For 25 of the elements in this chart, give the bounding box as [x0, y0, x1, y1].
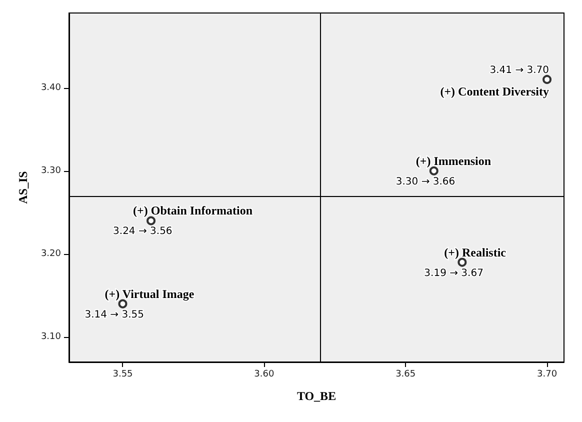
- point: [429, 166, 438, 176]
- annotation: 3.19 → 3.67: [424, 268, 484, 279]
- annotation: (+) Obtain Information: [133, 204, 253, 218]
- x-tick-label: 3.65: [396, 370, 416, 380]
- y-tick-label: 3.40: [40, 82, 62, 93]
- point: [542, 74, 552, 84]
- annotation: (+) Realistic: [444, 245, 507, 260]
- point: [118, 299, 128, 308]
- annotation: (+) Virtual Image: [104, 286, 195, 301]
- point: [458, 258, 467, 267]
- y-axis-title: AS_IS: [16, 170, 30, 204]
- y-tick-label: 3.10: [40, 332, 62, 342]
- annotation: 3.24 → 3.56: [113, 226, 172, 238]
- x-tick-label: 3.55: [112, 370, 133, 380]
- y-tick-label: 3.20: [40, 248, 62, 259]
- annotation: 3.30 → 3.66: [396, 176, 456, 188]
- annotation: (+) Immension: [416, 154, 492, 168]
- x-axis-title: TO_BE: [296, 389, 336, 403]
- x-tick-label: 3.70: [537, 370, 558, 380]
- x-tick-label: 3.60: [254, 370, 274, 380]
- annotation: 3.41 → 3.70: [490, 64, 550, 76]
- y-tick-label: 3.30: [40, 166, 62, 176]
- annotation: (+) Content Diversity: [440, 84, 550, 98]
- annotation: 3.14 → 3.55: [84, 309, 144, 320]
- point: [146, 216, 156, 226]
